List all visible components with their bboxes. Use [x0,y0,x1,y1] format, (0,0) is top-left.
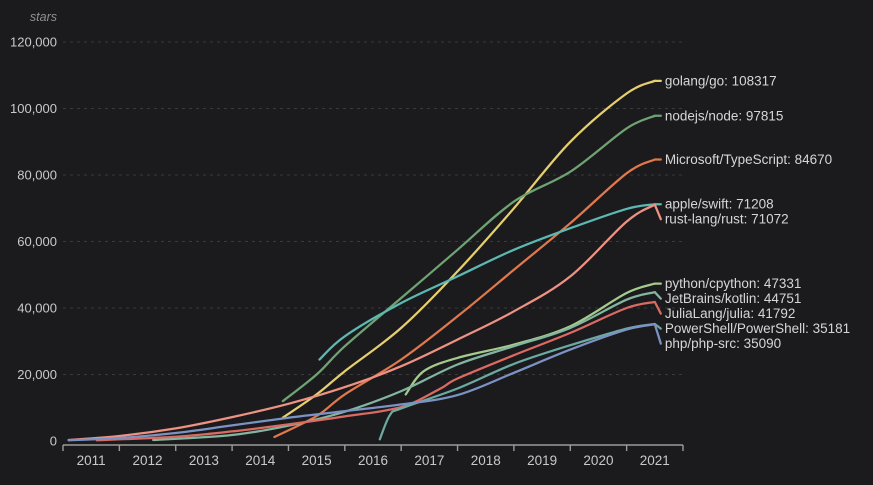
series-line-rust-lang/rust [67,203,656,442]
y-axis-tick-label: 40,000 [17,301,57,316]
series-end-label-php/php-src: php/php-src: 35090 [665,336,781,351]
series-label-stub-php/php-src [653,323,662,345]
x-axis-tick-label: 2013 [189,453,219,468]
series-label-stub-rust-lang/rust [653,203,662,221]
x-axis-tick-label: 2014 [245,453,276,468]
series-label-stub-JetBrains/kotlin [653,291,662,300]
series-end-label-golang/go: golang/go: 108317 [665,73,777,88]
x-axis-tick-label: 2020 [583,453,613,468]
series-line-php/php-src [67,323,656,442]
y-axis-tick-label: 120,000 [10,35,57,50]
series-line-nodejs/node [281,114,656,403]
x-axis-tick-label: 2011 [77,453,106,468]
x-axis-tick-label: 2017 [414,453,444,468]
series-line-apple/swift [318,203,656,361]
series-end-label-PowerShell/PowerShell: PowerShell/PowerShell: 35181 [665,321,850,336]
y-axis-title: stars [30,10,57,24]
x-axis-tick-label: 2021 [640,453,670,468]
series-end-label-nodejs/node: nodejs/node: 97815 [665,108,784,123]
series-label-stub-JuliaLang/julia [653,300,662,315]
series-end-label-JuliaLang/julia: JuliaLang/julia: 41792 [665,306,796,321]
y-axis-tick-label: 0 [50,434,57,449]
series-end-label-apple/swift: apple/swift: 71208 [665,197,774,212]
x-axis-tick-label: 2012 [133,453,163,468]
x-axis-tick-label: 2018 [471,453,501,468]
series-line-golang/go [281,79,656,419]
series-line-JetBrains/kotlin [152,291,656,442]
series-line-python/cpython [404,282,656,396]
y-axis-tick-label: 60,000 [17,234,57,249]
series-end-label-JetBrains/kotlin: JetBrains/kotlin: 44751 [665,291,802,306]
series-end-label-rust-lang/rust: rust-lang/rust: 71072 [665,212,789,227]
y-axis-tick-label: 20,000 [17,367,57,382]
x-axis-tick-label: 2019 [527,453,557,468]
y-axis-tick-label: 100,000 [10,101,57,116]
series-line-JuliaLang/julia [95,300,656,442]
x-axis-tick-label: 2015 [302,453,332,468]
series-line-Microsoft/TypeScript [273,158,656,439]
x-axis-tick-label: 2016 [358,453,388,468]
y-axis-tick-label: 80,000 [17,168,57,183]
series-end-label-Microsoft/TypeScript: Microsoft/TypeScript: 84670 [665,152,832,167]
series-end-label-python/cpython: python/cpython: 47331 [665,276,802,291]
